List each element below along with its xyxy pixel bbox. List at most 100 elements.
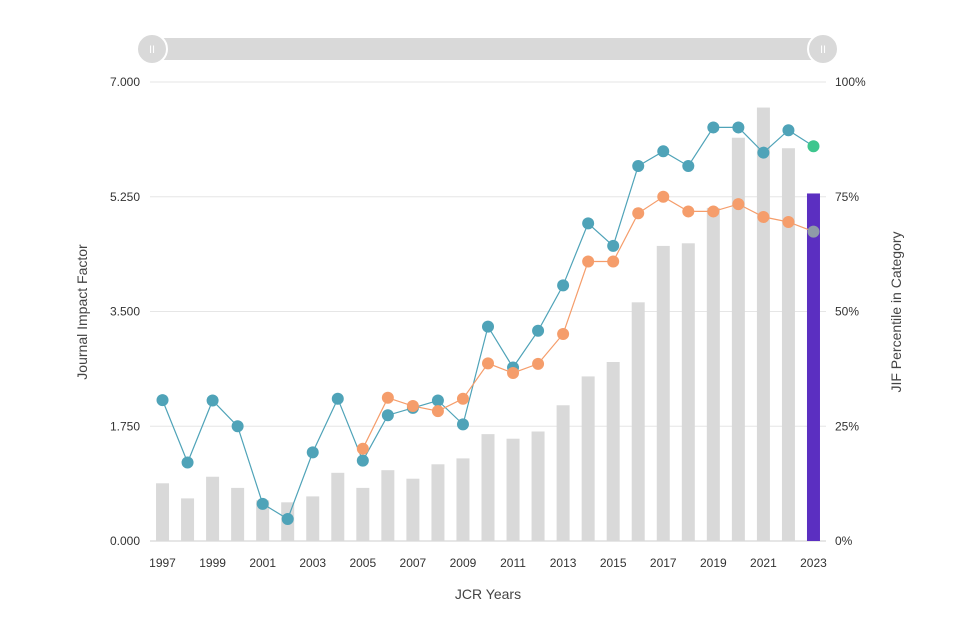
bar-2004[interactable] — [331, 472, 345, 541]
y2-axis-ticks: 0% 25% 50% 75% 100% — [835, 75, 866, 548]
series-0-point-2023[interactable] — [807, 140, 820, 153]
y-tick-label: 5.250 — [110, 190, 140, 204]
series-0-point-2013[interactable] — [557, 279, 570, 292]
y-tick-label: 7.000 — [110, 75, 140, 89]
series-1-point-2014[interactable] — [582, 255, 595, 268]
series-1-point-2020[interactable] — [732, 198, 745, 211]
slider-end-handle[interactable]: II — [807, 33, 839, 65]
x-tick-label: 2023 — [800, 556, 827, 570]
x-tick-label: 2021 — [750, 556, 777, 570]
x-tick-label: 2003 — [299, 556, 326, 570]
bar-2016[interactable] — [631, 302, 645, 541]
y-axis-title: Journal Impact Factor — [74, 244, 90, 380]
series-1-point-2019[interactable] — [707, 205, 720, 218]
series-1-point-2008[interactable] — [431, 405, 444, 418]
series-0-point-2018[interactable] — [682, 159, 695, 172]
series-0-point-2021[interactable] — [757, 146, 770, 159]
series-0-point-2016[interactable] — [632, 159, 645, 172]
series-0-point-2020[interactable] — [732, 121, 745, 134]
bar-2008[interactable] — [431, 464, 445, 541]
series-1-point-2005[interactable] — [356, 442, 369, 455]
bars — [156, 107, 820, 541]
bar-2023[interactable] — [806, 193, 820, 541]
series-0-point-2004[interactable] — [331, 392, 344, 405]
series-0-point-2022[interactable] — [782, 124, 795, 137]
x-tick-label: 1997 — [149, 556, 176, 570]
series-0-point-2005[interactable] — [356, 454, 369, 467]
x-tick-label: 2015 — [600, 556, 627, 570]
x-axis-title: JCR Years — [455, 586, 521, 602]
series-0-point-2003[interactable] — [306, 446, 319, 459]
x-tick-label: 2013 — [550, 556, 577, 570]
series-1-point-2011[interactable] — [507, 367, 520, 380]
series-0-point-2000[interactable] — [231, 420, 244, 433]
x-tick-label: 2007 — [400, 556, 427, 570]
year-range-slider[interactable]: II II — [136, 33, 839, 65]
series-1-point-2017[interactable] — [657, 190, 670, 203]
series-1-point-2016[interactable] — [632, 207, 645, 220]
series-1-point-2013[interactable] — [557, 327, 570, 340]
series-1-point-2022[interactable] — [782, 215, 795, 228]
bar-2020[interactable] — [731, 137, 745, 541]
bar-2003[interactable] — [306, 496, 320, 541]
series-1-point-2015[interactable] — [607, 255, 620, 268]
bar-1999[interactable] — [206, 476, 220, 541]
bar-1997[interactable] — [156, 483, 170, 541]
bar-1998[interactable] — [181, 498, 195, 541]
bar-2006[interactable] — [381, 470, 395, 541]
series-0-point-2014[interactable] — [582, 217, 595, 230]
percentile-points — [156, 121, 820, 525]
bar-2011[interactable] — [506, 438, 520, 541]
series-1-point-2018[interactable] — [682, 205, 695, 218]
slider-start-grip: II — [149, 44, 155, 56]
series-0-point-2008[interactable] — [431, 394, 444, 407]
x-tick-label: 2009 — [450, 556, 477, 570]
slider-start-handle[interactable]: II — [136, 33, 168, 65]
series-0-point-1999[interactable] — [206, 394, 219, 407]
series-0-point-2001[interactable] — [256, 497, 269, 510]
bar-2021[interactable] — [756, 107, 770, 541]
series-0-point-2009[interactable] — [456, 418, 469, 431]
bar-2019[interactable] — [706, 207, 720, 541]
series-0-point-2017[interactable] — [657, 145, 670, 158]
bar-2005[interactable] — [356, 487, 370, 541]
slider-end-grip: II — [820, 44, 826, 56]
series-1-point-2012[interactable] — [532, 357, 545, 370]
series-1-point-2009[interactable] — [456, 392, 469, 405]
series-0-point-2015[interactable] — [607, 239, 620, 252]
bar-2013[interactable] — [556, 405, 570, 541]
series-0-point-2019[interactable] — [707, 121, 720, 134]
x-tick-label: 2017 — [650, 556, 677, 570]
bar-2015[interactable] — [606, 361, 620, 541]
bar-2018[interactable] — [681, 243, 695, 541]
series-1-point-2023[interactable] — [807, 225, 820, 238]
series-1-point-2021[interactable] — [757, 210, 770, 223]
bar-2000[interactable] — [231, 487, 245, 541]
x-tick-label: 2001 — [249, 556, 276, 570]
bar-2001[interactable] — [256, 500, 270, 541]
x-tick-label: 2011 — [500, 556, 526, 570]
bar-2022[interactable] — [781, 148, 795, 541]
series-0-point-2012[interactable] — [532, 324, 545, 337]
y-tick-label: 3.500 — [110, 305, 140, 319]
y-tick-label: 1.750 — [110, 419, 140, 433]
bar-2009[interactable] — [456, 458, 470, 541]
bar-2010[interactable] — [481, 434, 495, 541]
bar-2007[interactable] — [406, 478, 420, 541]
series-0-point-2006[interactable] — [381, 409, 394, 422]
series-0-point-1997[interactable] — [156, 394, 169, 407]
x-axis-ticks: 1997 1999 2001 2003 2005 2007 2009 2011 2013 2015… — [149, 556, 827, 570]
series-0-point-2002[interactable] — [281, 512, 294, 525]
bar-2012[interactable] — [531, 431, 545, 541]
slider-track[interactable] — [150, 38, 823, 60]
series-1-point-2006[interactable] — [381, 391, 394, 404]
series-1-point-2010[interactable] — [482, 357, 494, 370]
bar-2017[interactable] — [656, 245, 670, 541]
series-0-point-2010[interactable] — [482, 320, 494, 333]
bar-2014[interactable] — [581, 376, 595, 541]
series-1-point-2007[interactable] — [406, 400, 419, 413]
y2-tick-label: 0% — [835, 534, 853, 548]
series-0-point-1998[interactable] — [181, 456, 194, 469]
